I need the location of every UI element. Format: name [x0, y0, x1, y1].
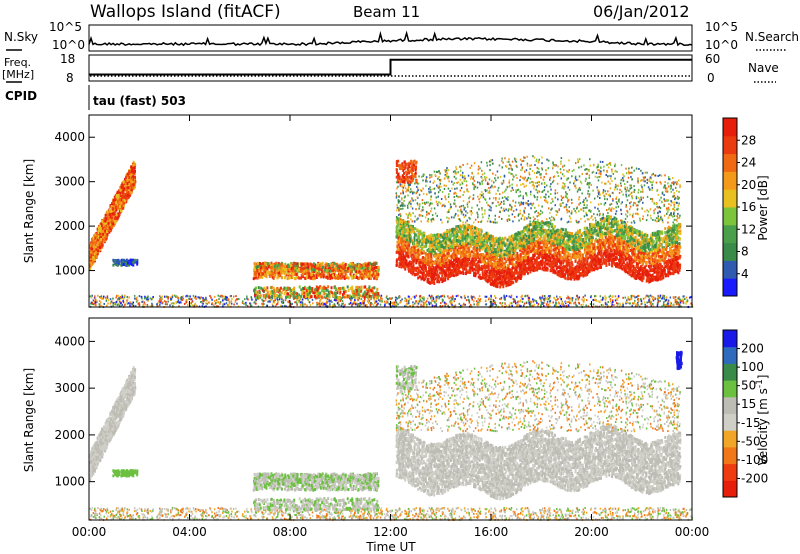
velocity-echoes	[89, 350, 694, 522]
power-x-ticks	[88, 115, 693, 307]
colorbar-swatch	[723, 330, 737, 348]
y-tick-label: 3000	[54, 381, 85, 395]
colorbar-tick-label: -200	[741, 471, 768, 485]
date-label: 06/Jan/2012	[593, 2, 690, 21]
y-tick-label: 1000	[54, 475, 85, 489]
colorbar-swatch	[723, 413, 737, 431]
y-tick-label: 1000	[54, 264, 85, 278]
velocity-x-axis: 00:00 04:00 08:00 12:00 16:00 20:00 00:00	[72, 318, 710, 539]
x-tick-label: 12:00	[373, 525, 408, 539]
noise-panel-frame	[88, 24, 693, 52]
power-panel: 1000 2000 3000 4000 Slant Range [km] 4 8 12 16…	[22, 114, 770, 309]
colorbar-tick-label: 12	[741, 222, 756, 236]
colorbar-swatch	[723, 480, 737, 498]
station-title: Wallops Island (fitACF)	[90, 2, 281, 22]
noise-left-tick-top: 10^5	[49, 20, 82, 34]
colorbar-swatch	[723, 118, 737, 137]
noise-right-tick-bottom: 10^0	[705, 38, 738, 52]
colorbar-swatch	[723, 135, 737, 155]
noise-left-label: N.Sky	[4, 30, 38, 44]
power-y-label: Slant Range [km]	[22, 159, 36, 263]
colorbar-swatch	[723, 171, 737, 190]
power-colorbar: 4 8 12 16 20 24 28	[722, 117, 756, 297]
velocity-y-label: Slant Range [km]	[22, 368, 36, 472]
power-plot-frame	[89, 115, 692, 307]
cpid-label: CPID	[5, 89, 37, 103]
freq-left-tick-top: 18	[60, 52, 75, 66]
colorbar-tick-label: 28	[741, 133, 756, 147]
colorbar-tick-label: 24	[741, 156, 756, 170]
colorbar-swatch	[723, 153, 737, 172]
nave-label: Nave	[748, 61, 779, 75]
colorbar-swatch	[723, 396, 737, 414]
colorbar-tick-label: 50	[741, 379, 756, 393]
freq-left-label: Freq.	[4, 56, 31, 69]
noise-right-tick-top: 10^5	[705, 20, 738, 34]
colorbar-tick-label: 200	[741, 342, 764, 356]
colorbar-tick-label: -100	[741, 453, 768, 467]
velocity-colorbar: 200 100 50 15 -15 -50 -100 -200	[722, 329, 768, 498]
colorbar-swatch	[723, 260, 737, 279]
velocity-plot-frame	[89, 318, 692, 520]
colorbar-swatch	[723, 463, 737, 481]
y-tick-label: 2000	[54, 428, 85, 442]
freq-left-unit: [MHz]	[2, 68, 34, 81]
colorbar-swatch	[723, 242, 737, 261]
beam-label: Beam 11	[353, 3, 420, 21]
freq-trace	[89, 58, 692, 76]
x-tick-label: 20:00	[574, 525, 609, 539]
x-tick-label: 00:00	[72, 525, 107, 539]
velocity-panel: 1000 2000 3000 4000 00:00 04:00 08:00 12:00 16:…	[22, 317, 770, 554]
colorbar-tick-label: 20	[741, 178, 756, 192]
colorbar-swatch	[723, 207, 737, 226]
x-tick-label: 08:00	[273, 525, 308, 539]
colorbar-tick-label: -15	[741, 416, 761, 430]
power-colorbar-label: Power [dB]	[756, 175, 770, 240]
colorbar-swatch	[723, 430, 737, 448]
x-tick-label: 16:00	[474, 525, 509, 539]
colorbar-tick-label: 8	[741, 245, 749, 259]
colorbar-tick-label: -50	[741, 434, 761, 448]
colorbar-tick-label: 16	[741, 200, 756, 214]
noise-left-tick-bottom: 10^0	[52, 38, 85, 52]
y-tick-label: 2000	[54, 219, 85, 233]
power-y-axis: 1000 2000 3000 4000	[54, 130, 692, 278]
colorbar-swatch	[723, 278, 737, 297]
velocity-y-axis: 1000 2000 3000 4000	[54, 334, 692, 489]
colorbar-swatch	[723, 189, 737, 208]
freq-right-tick-top: 60	[705, 52, 720, 66]
x-tick-label: 00:00	[675, 525, 710, 539]
colorbar-swatch	[723, 363, 737, 381]
x-tick-label: 04:00	[172, 525, 207, 539]
noise-right-label: N.Search	[745, 30, 799, 44]
colorbar-swatch	[723, 224, 737, 244]
colorbar-tick-label: 15	[741, 397, 756, 411]
colorbar-swatch	[723, 380, 737, 398]
colorbar-frame	[722, 329, 738, 498]
cpid-value: tau (fast) 503	[93, 94, 186, 108]
y-tick-label: 4000	[54, 130, 85, 144]
x-axis-label: Time UT	[365, 540, 416, 554]
power-echoes	[89, 155, 694, 309]
colorbar-swatch	[723, 346, 737, 364]
colorbar-swatch	[723, 446, 737, 465]
noise-trace	[88, 30, 693, 47]
freq-panel-frame	[88, 54, 693, 82]
colorbar-tick-label: 100	[741, 360, 764, 374]
y-tick-label: 4000	[54, 334, 85, 348]
colorbar-tick-label: 4	[741, 267, 749, 281]
y-tick-label: 3000	[54, 175, 85, 189]
freq-left-tick-bottom: 8	[66, 71, 74, 85]
velocity-colorbar-label: Velocity [m s-1]	[755, 375, 770, 466]
freq-right-tick-bottom: 0	[707, 71, 715, 85]
